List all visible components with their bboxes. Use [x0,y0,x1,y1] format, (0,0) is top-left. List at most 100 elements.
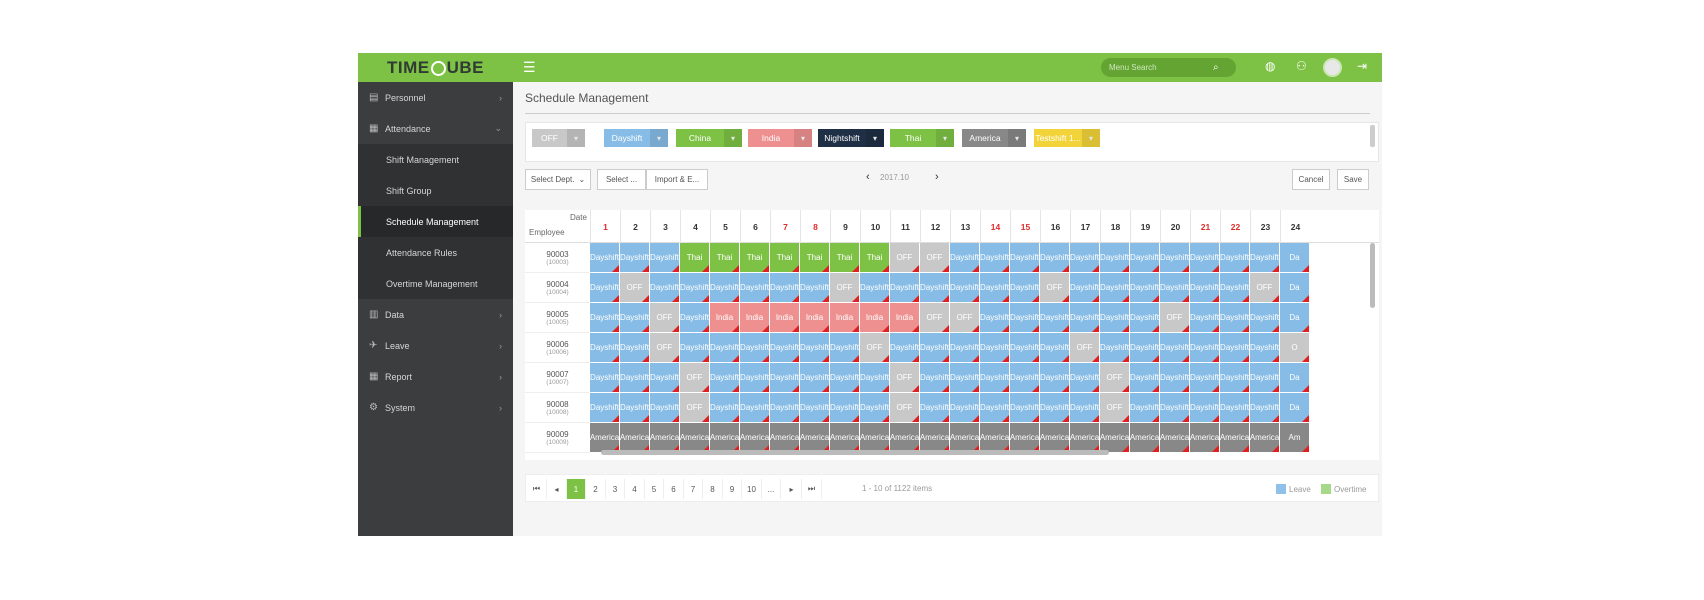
globe-icon[interactable]: ◍ [1265,59,1276,73]
schedule-cell[interactable]: OFF [1070,333,1100,363]
schedule-cell[interactable]: America [590,423,620,453]
schedule-cell[interactable]: Dayshift [950,333,980,363]
schedule-cell[interactable]: Dayshift [1100,273,1130,303]
schedule-cell[interactable]: OFF [1250,273,1280,303]
schedule-cell[interactable]: Dayshift [1070,243,1100,273]
chevron-down-icon[interactable]: ▾ [567,129,585,147]
schedule-cell[interactable]: Dayshift [800,363,830,393]
last-page-icon[interactable]: ⏭ [802,479,822,499]
schedule-cell[interactable]: Dayshift [830,393,860,423]
schedule-cell[interactable]: Dayshift [950,363,980,393]
schedule-cell[interactable]: Dayshift [1190,303,1220,333]
palette-scrollbar[interactable] [1370,125,1375,147]
chevron-down-icon[interactable]: ▾ [1008,129,1026,147]
schedule-cell[interactable]: Am [1280,423,1310,453]
menu-search[interactable]: ⌕ [1101,58,1236,77]
schedule-cell[interactable]: Dayshift [1220,393,1250,423]
schedule-cell[interactable]: Dayshift [1160,243,1190,273]
schedule-cell[interactable]: India [800,303,830,333]
sidebar-item-system[interactable]: ⚙ System › [358,392,513,423]
sidebar-item-schedule-management[interactable]: Schedule Management [358,206,513,237]
next-page-icon[interactable]: ▸ [782,479,802,499]
user-settings-icon[interactable]: ⚇ [1296,59,1307,73]
schedule-cell[interactable]: Dayshift [770,393,800,423]
schedule-cell[interactable]: Dayshift [980,273,1010,303]
schedule-cell[interactable]: Dayshift [980,303,1010,333]
schedule-cell[interactable]: Dayshift [1010,303,1040,333]
schedule-cell[interactable]: Dayshift [740,393,770,423]
schedule-cell[interactable]: OFF [1100,393,1130,423]
schedule-cell[interactable]: OFF [650,303,680,333]
schedule-cell[interactable]: Dayshift [890,333,920,363]
schedule-cell[interactable]: Dayshift [770,363,800,393]
schedule-cell[interactable]: Dayshift [1040,393,1070,423]
schedule-cell[interactable]: Dayshift [1130,273,1160,303]
schedule-cell[interactable]: America [1040,423,1070,453]
schedule-cell[interactable]: America [1220,423,1250,453]
save-button[interactable]: Save [1337,169,1369,190]
schedule-cell[interactable]: Da [1280,303,1310,333]
schedule-cell[interactable]: Dayshift [590,243,620,273]
schedule-cell[interactable]: America [860,423,890,453]
schedule-cell[interactable]: OFF [950,303,980,333]
schedule-cell[interactable]: Dayshift [1010,363,1040,393]
schedule-cell[interactable]: Dayshift [710,273,740,303]
schedule-cell[interactable]: Dayshift [800,393,830,423]
sidebar-item-data[interactable]: ▥ Data › [358,299,513,330]
schedule-cell[interactable]: Dayshift [620,393,650,423]
page-button[interactable]: 4 [626,479,645,499]
hamburger-menu-icon[interactable]: ☰ [523,59,536,75]
schedule-cell[interactable]: Thai [830,243,860,273]
schedule-cell[interactable]: Dayshift [1130,243,1160,273]
schedule-cell[interactable]: Dayshift [1040,243,1070,273]
schedule-cell[interactable]: America [1010,423,1040,453]
schedule-cell[interactable]: Dayshift [680,333,710,363]
schedule-cell[interactable]: Dayshift [620,243,650,273]
shift-chip-china[interactable]: China ▾ [676,129,742,147]
schedule-cell[interactable]: America [980,423,1010,453]
chevron-down-icon[interactable]: ▾ [794,129,812,147]
schedule-cell[interactable]: Dayshift [800,333,830,363]
schedule-cell[interactable]: OFF [680,363,710,393]
schedule-cell[interactable]: OFF [890,243,920,273]
page-button[interactable]: 6 [665,479,684,499]
schedule-cell[interactable]: Da [1280,363,1310,393]
schedule-cell[interactable]: America [1190,423,1220,453]
schedule-cell[interactable]: Dayshift [650,363,680,393]
page-button[interactable]: 1 [567,479,586,499]
schedule-cell[interactable]: Thai [710,243,740,273]
schedule-cell[interactable]: Dayshift [680,273,710,303]
sidebar-item-shift-group[interactable]: Shift Group [358,175,513,206]
shift-chip-nightshift[interactable]: Nightshift ▾ [818,129,884,147]
schedule-cell[interactable]: India [860,303,890,333]
schedule-cell[interactable]: Dayshift [620,333,650,363]
schedule-cell[interactable]: India [770,303,800,333]
schedule-cell[interactable]: Dayshift [1100,303,1130,333]
schedule-cell[interactable]: Dayshift [1160,273,1190,303]
schedule-cell[interactable]: Dayshift [590,273,620,303]
schedule-cell[interactable]: Dayshift [860,273,890,303]
schedule-cell[interactable]: Dayshift [830,333,860,363]
schedule-cell[interactable]: Dayshift [1160,393,1190,423]
schedule-cell[interactable]: America [680,423,710,453]
sidebar-item-personnel[interactable]: ▤ Personnel › [358,82,513,113]
schedule-cell[interactable]: America [620,423,650,453]
schedule-cell[interactable]: Dayshift [1190,333,1220,363]
schedule-cell[interactable]: India [710,303,740,333]
schedule-cell[interactable]: Dayshift [950,393,980,423]
page-button[interactable]: 9 [723,479,742,499]
schedule-cell[interactable]: OFF [1100,363,1130,393]
schedule-cell[interactable]: Dayshift [710,333,740,363]
vertical-scrollbar[interactable] [1370,243,1375,308]
shift-chip-dayshift[interactable]: Dayshift ▾ [604,129,668,147]
schedule-cell[interactable]: India [890,303,920,333]
sidebar-item-attendance[interactable]: ▦ Attendance ⌄ [358,113,513,144]
sidebar-item-overtime-management[interactable]: Overtime Management [358,268,513,299]
schedule-cell[interactable]: Dayshift [830,363,860,393]
chevron-down-icon[interactable]: ▾ [1082,129,1100,147]
schedule-cell[interactable]: Dayshift [1070,303,1100,333]
schedule-cell[interactable]: Dayshift [1250,303,1280,333]
sidebar-item-shift-management[interactable]: Shift Management [358,144,513,175]
schedule-cell[interactable]: India [740,303,770,333]
schedule-cell[interactable]: Dayshift [1100,243,1130,273]
